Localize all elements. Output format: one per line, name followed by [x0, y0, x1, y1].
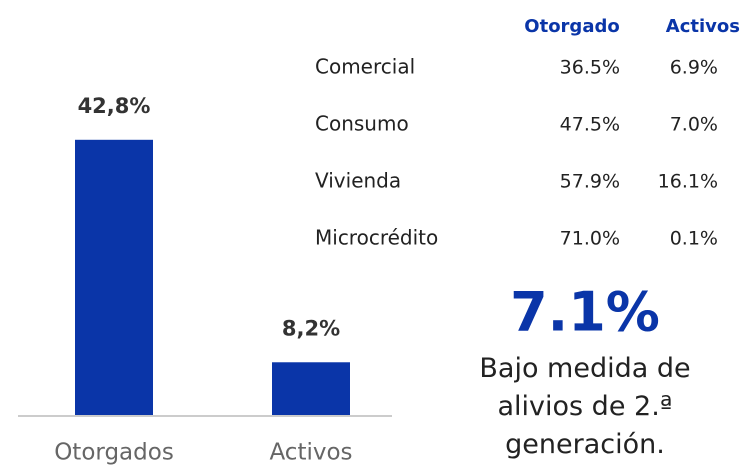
row-label: Vivienda	[315, 169, 401, 193]
cell: 6.9%	[670, 57, 718, 79]
value-label: 8,2%	[282, 316, 340, 340]
x-tick-label: Activos	[269, 440, 352, 466]
cell: 0.1%	[670, 228, 718, 250]
row-label: Consumo	[315, 112, 409, 136]
bar	[75, 139, 153, 415]
cell: 36.5%	[560, 57, 620, 79]
table-header: Otorgado	[524, 16, 619, 37]
table-header: Activos	[666, 16, 740, 37]
cell: 47.5%	[560, 114, 620, 136]
x-tick-label: Otorgados	[54, 440, 174, 466]
cell: 71.0%	[560, 228, 620, 250]
highlight-value: 7.1%	[510, 281, 660, 344]
bar	[272, 362, 350, 415]
row-label: Microcrédito	[315, 226, 438, 250]
highlight-text: Bajo medida de alivios de 2.ª generación…	[479, 353, 691, 460]
cell: 57.9%	[560, 171, 620, 193]
cell: 7.0%	[670, 114, 718, 136]
cell: 16.1%	[658, 171, 718, 193]
value-label: 42,8%	[78, 94, 151, 118]
row-label: Comercial	[315, 55, 415, 79]
